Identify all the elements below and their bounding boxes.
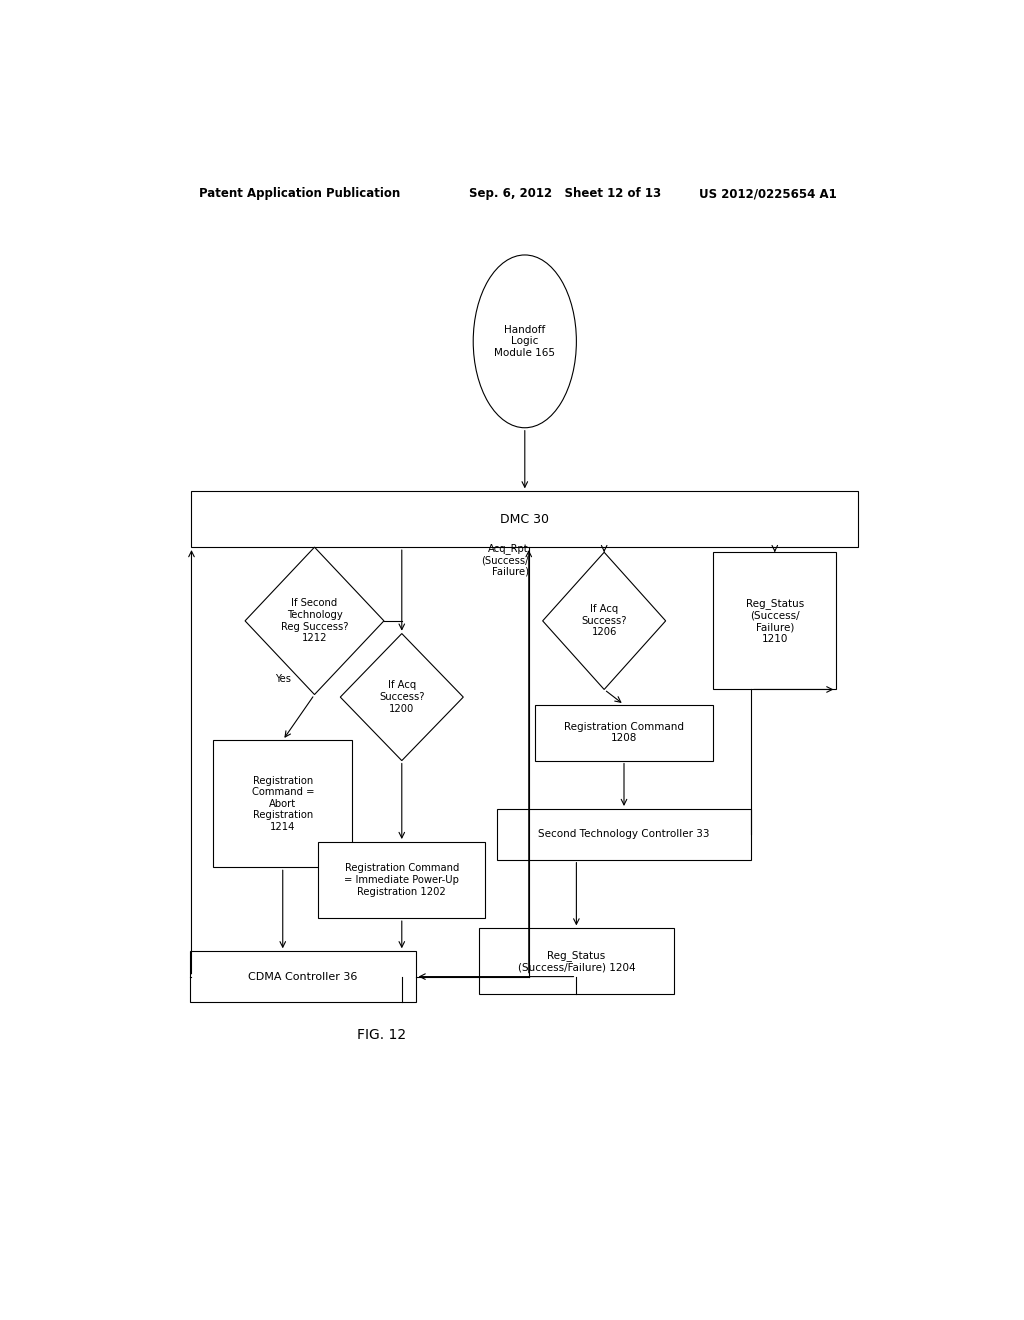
FancyBboxPatch shape: [497, 809, 751, 859]
Text: If Acq
Success?
1206: If Acq Success? 1206: [582, 605, 627, 638]
Text: CDMA Controller 36: CDMA Controller 36: [248, 972, 357, 982]
FancyBboxPatch shape: [191, 491, 858, 548]
Text: Registration Command
= Immediate Power-Up
Registration 1202: Registration Command = Immediate Power-U…: [344, 863, 459, 896]
Polygon shape: [245, 548, 384, 694]
Polygon shape: [340, 634, 463, 760]
Text: FIG. 12: FIG. 12: [357, 1027, 407, 1041]
Polygon shape: [543, 552, 666, 689]
FancyBboxPatch shape: [479, 928, 674, 994]
FancyBboxPatch shape: [318, 842, 485, 919]
Text: Yes: Yes: [274, 673, 291, 684]
Text: Reg_Status
(Success/Failure) 1204: Reg_Status (Success/Failure) 1204: [517, 950, 635, 973]
Text: Registration
Command =
Abort
Registration
1214: Registration Command = Abort Registratio…: [252, 776, 314, 832]
Text: If Second
Technology
Reg Success?
1212: If Second Technology Reg Success? 1212: [281, 598, 348, 643]
Text: If Acq
Success?
1200: If Acq Success? 1200: [379, 681, 425, 714]
Text: Acq_Rpt
(Success/
Failure): Acq_Rpt (Success/ Failure): [481, 543, 528, 577]
Text: Sep. 6, 2012   Sheet 12 of 13: Sep. 6, 2012 Sheet 12 of 13: [469, 187, 662, 201]
Text: US 2012/0225654 A1: US 2012/0225654 A1: [699, 187, 838, 201]
FancyBboxPatch shape: [189, 952, 416, 1002]
FancyBboxPatch shape: [535, 705, 714, 760]
Text: Handoff
Logic
Module 165: Handoff Logic Module 165: [495, 325, 555, 358]
Text: Patent Application Publication: Patent Application Publication: [200, 187, 400, 201]
FancyBboxPatch shape: [714, 552, 837, 689]
FancyBboxPatch shape: [213, 741, 352, 867]
Text: Reg_Status
(Success/
Failure)
1210: Reg_Status (Success/ Failure) 1210: [745, 598, 804, 644]
Text: Second Technology Controller 33: Second Technology Controller 33: [539, 829, 710, 840]
Text: Registration Command
1208: Registration Command 1208: [564, 722, 684, 743]
Ellipse shape: [473, 255, 577, 428]
Text: DMC 30: DMC 30: [501, 512, 549, 525]
